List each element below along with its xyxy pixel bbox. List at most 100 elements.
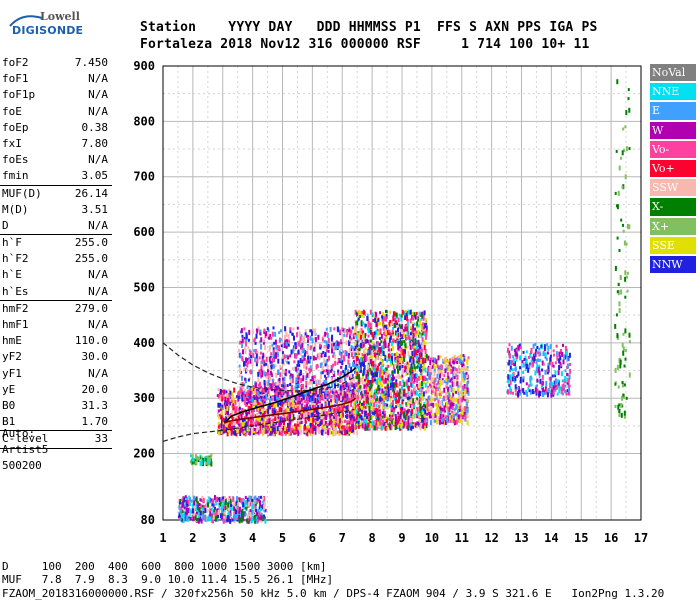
echo-point	[334, 424, 337, 428]
echo-point	[326, 370, 329, 375]
echo-point	[355, 368, 358, 372]
echo-point	[284, 393, 287, 399]
echo-point	[429, 366, 432, 372]
echo-point	[427, 371, 430, 377]
echo-point	[322, 350, 325, 354]
echo-point	[368, 406, 371, 411]
echo-point	[376, 412, 379, 418]
echo-point	[317, 411, 320, 417]
echo-point	[202, 457, 205, 463]
param-label: hmF2	[2, 301, 29, 315]
echo-point	[312, 328, 315, 334]
echo-point	[400, 329, 403, 333]
echo-point	[266, 393, 269, 397]
echo-point	[402, 368, 405, 374]
echo-point	[559, 355, 562, 361]
echo-point	[383, 332, 385, 335]
echo-point	[251, 413, 254, 417]
echo-point	[272, 427, 275, 433]
echo-point	[343, 408, 346, 411]
echo-point	[404, 412, 407, 418]
echo-point	[462, 376, 465, 382]
echo-point	[359, 311, 362, 315]
echo-point	[323, 358, 326, 364]
echo-point	[276, 345, 279, 348]
echo-point	[507, 380, 510, 384]
echo-point	[384, 367, 387, 371]
echo-point	[387, 344, 390, 348]
echo-point	[566, 377, 569, 383]
param-value: 7.450	[74, 56, 108, 69]
param-row: foEp 0.38	[0, 120, 112, 136]
echo-point	[328, 369, 331, 375]
echo-point	[314, 419, 317, 423]
echo-point	[526, 391, 529, 397]
echo-point	[279, 388, 282, 392]
echo-point	[373, 334, 376, 338]
echo-point	[464, 389, 467, 394]
echo-point	[254, 421, 257, 425]
echo-point	[342, 406, 345, 412]
echo-point	[405, 380, 408, 386]
echo-point	[283, 417, 286, 421]
echo-point	[262, 361, 265, 365]
echo-point	[243, 430, 246, 434]
echo-point	[442, 395, 445, 399]
echo-point	[281, 403, 284, 407]
echo-point	[554, 379, 557, 385]
echo-point	[442, 409, 444, 415]
echo-point	[424, 354, 427, 358]
echo-point	[366, 415, 368, 419]
echo-point	[385, 316, 387, 322]
echo-point	[294, 401, 297, 407]
param-label: fmin	[2, 169, 29, 183]
echo-point	[337, 372, 340, 376]
echo-point	[357, 375, 360, 379]
echo-point	[284, 430, 287, 434]
echo-point	[419, 411, 422, 417]
echo-point	[255, 333, 258, 339]
echo-point	[345, 340, 348, 346]
echo-point	[355, 421, 358, 425]
echo-point	[210, 461, 212, 465]
echo-point	[191, 454, 194, 460]
echo-point	[549, 380, 552, 386]
echo-point	[527, 367, 530, 373]
echo-point	[373, 312, 376, 318]
echo-point	[466, 407, 469, 413]
echo-point	[248, 329, 251, 335]
echo-point	[358, 376, 361, 382]
echo-point	[400, 316, 403, 322]
echo-point	[406, 371, 409, 375]
echo-point	[436, 384, 439, 388]
echo-point	[392, 323, 395, 327]
echo-point	[262, 397, 265, 401]
echo-point	[309, 365, 312, 371]
echo-point	[354, 409, 357, 415]
echo-point	[407, 334, 410, 340]
echo-point	[350, 377, 353, 383]
echo-point	[434, 412, 437, 418]
echo-point	[375, 413, 378, 419]
echo-point	[457, 414, 460, 420]
echo-point	[312, 379, 315, 384]
echo-point	[287, 356, 290, 360]
echo-point	[316, 398, 319, 404]
echo-point	[384, 396, 387, 400]
echo-point	[547, 345, 550, 351]
echo-point	[375, 425, 378, 431]
echo-point	[312, 417, 315, 423]
echo-point	[275, 352, 277, 356]
echo-point	[408, 355, 411, 359]
echo-point	[354, 401, 357, 404]
echo-point	[440, 400, 442, 406]
echo-point	[564, 376, 567, 381]
echo-point	[360, 388, 363, 392]
echo-point	[508, 383, 511, 387]
echo-point	[336, 340, 339, 346]
echo-point	[356, 344, 359, 348]
echo-point	[275, 344, 278, 350]
echo-point	[554, 374, 557, 378]
echo-point	[317, 389, 320, 395]
